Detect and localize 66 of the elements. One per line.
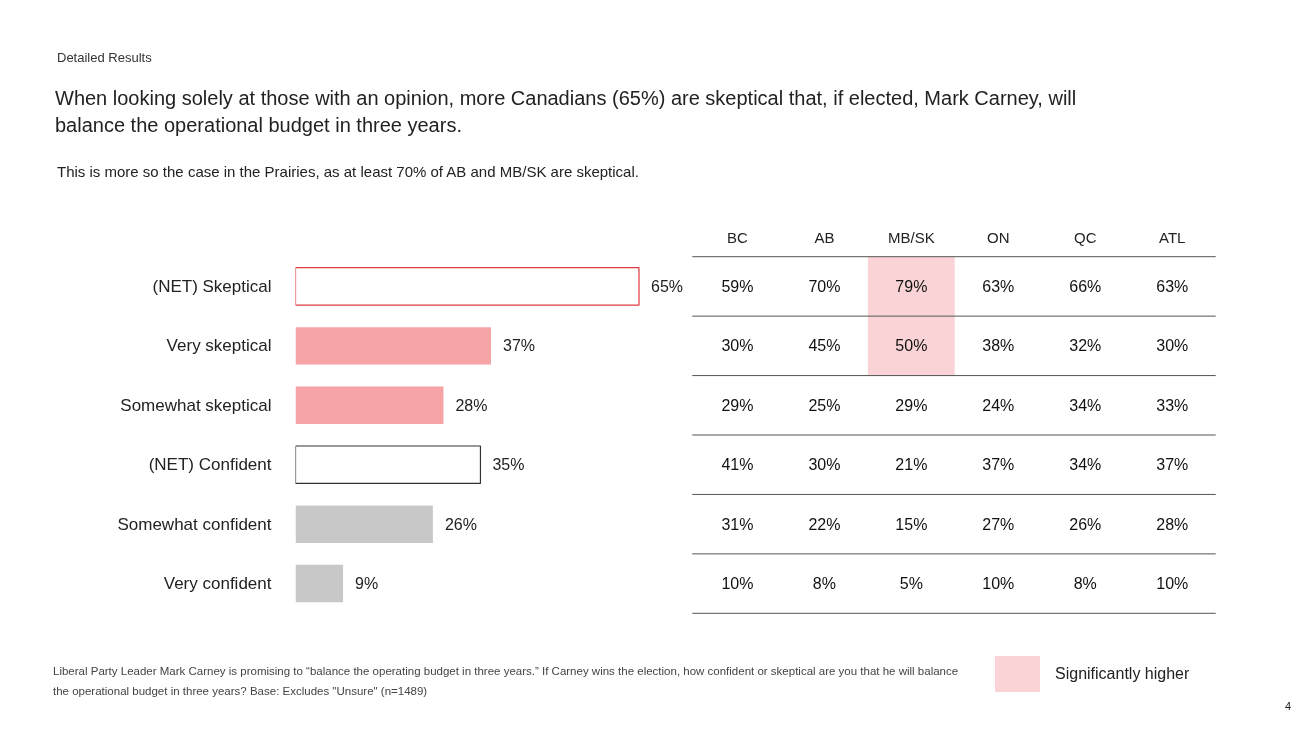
bar <box>295 267 640 306</box>
data-label: 34% <box>1069 456 1102 474</box>
data-label: 15% <box>895 515 928 533</box>
y-tick-label: Somewhat confident <box>117 514 272 534</box>
data-label: 59% <box>721 277 754 295</box>
data-label: 35% <box>492 456 525 474</box>
bar <box>295 505 433 543</box>
data-label: 25% <box>808 396 841 414</box>
text: Liberal Party Leader Mark Carney is promising to “balance the operating budget in three years.” If Carney wins the election, how confident or skeptical are you that he will balance the operational budget in three years? Base: Excludes "Unsure" (n=1489) <box>53 664 960 699</box>
y-tick-label: (NET) Skeptical <box>152 276 272 296</box>
data-label: 70% <box>808 277 841 295</box>
data-label: 41% <box>721 456 754 474</box>
data-label: 24% <box>982 396 1015 414</box>
x-tick-label: ATL <box>1159 228 1186 246</box>
x-tick-label: MB/SK <box>888 228 935 246</box>
data-label: 31% <box>721 515 754 533</box>
data-label: 30% <box>1156 337 1189 355</box>
data-label: 10% <box>982 575 1015 593</box>
data-label: 29% <box>895 396 928 414</box>
y-tick-label: Very confident <box>163 574 272 594</box>
x-tick-label: ON <box>987 228 1010 246</box>
data-label: 28% <box>455 396 488 414</box>
data-label: 26% <box>1069 515 1102 533</box>
bar <box>295 327 492 365</box>
text: 4 <box>1285 699 1292 714</box>
y-tick-label: Somewhat skeptical <box>120 395 272 415</box>
x-tick-label: QC <box>1074 228 1097 246</box>
data-label: 22% <box>808 515 841 533</box>
bar <box>295 386 444 425</box>
data-label: 79% <box>895 277 928 295</box>
data-label: 65% <box>650 277 684 295</box>
data-label: 32% <box>1069 337 1102 355</box>
y-tick-label: (NET) Confident <box>148 455 272 475</box>
bar <box>295 445 482 485</box>
data-label: 34% <box>1069 396 1102 414</box>
data-label: 37% <box>1156 456 1189 474</box>
data-label: 37% <box>982 456 1015 474</box>
data-label: 37% <box>503 337 536 355</box>
bar <box>295 564 344 603</box>
data-label: 21% <box>895 456 928 474</box>
text: Significantly higher <box>1055 663 1190 684</box>
x-tick-label: AB <box>814 228 835 246</box>
y-tick-label: Very skeptical <box>166 336 272 356</box>
data-label: 26% <box>444 515 477 533</box>
data-label: 5% <box>899 575 923 593</box>
data-label: 30% <box>721 337 754 355</box>
data-label: 9% <box>355 575 379 593</box>
data-label: 33% <box>1156 396 1189 414</box>
chart-subtitle: This is more so the case in the Prairies, as at least 70% of AB and MB/SK are skeptical. <box>57 162 639 182</box>
text: Detailed Results <box>57 49 152 67</box>
data-label: 10% <box>721 575 754 593</box>
data-label: 10% <box>1156 575 1189 593</box>
data-label: 38% <box>982 337 1015 355</box>
data-label: 8% <box>812 575 836 593</box>
data-label: 29% <box>721 396 754 414</box>
data-label: 63% <box>1156 277 1189 295</box>
data-label: 50% <box>895 337 928 355</box>
x-tick-label: BC <box>727 228 749 246</box>
data-label: 28% <box>1156 515 1189 533</box>
data-label: 45% <box>808 337 841 355</box>
data-label: 63% <box>982 277 1015 295</box>
data-label: 27% <box>982 515 1015 533</box>
data-label: 66% <box>1069 277 1102 295</box>
data-label: 30% <box>808 456 841 474</box>
chart-title: When looking solely at those with an opinion, more Canadians (65%) are skeptical that, if elected, Mark Carney, will balance the operational budget in three years. <box>55 86 1078 138</box>
data-label: 8% <box>1073 575 1097 593</box>
